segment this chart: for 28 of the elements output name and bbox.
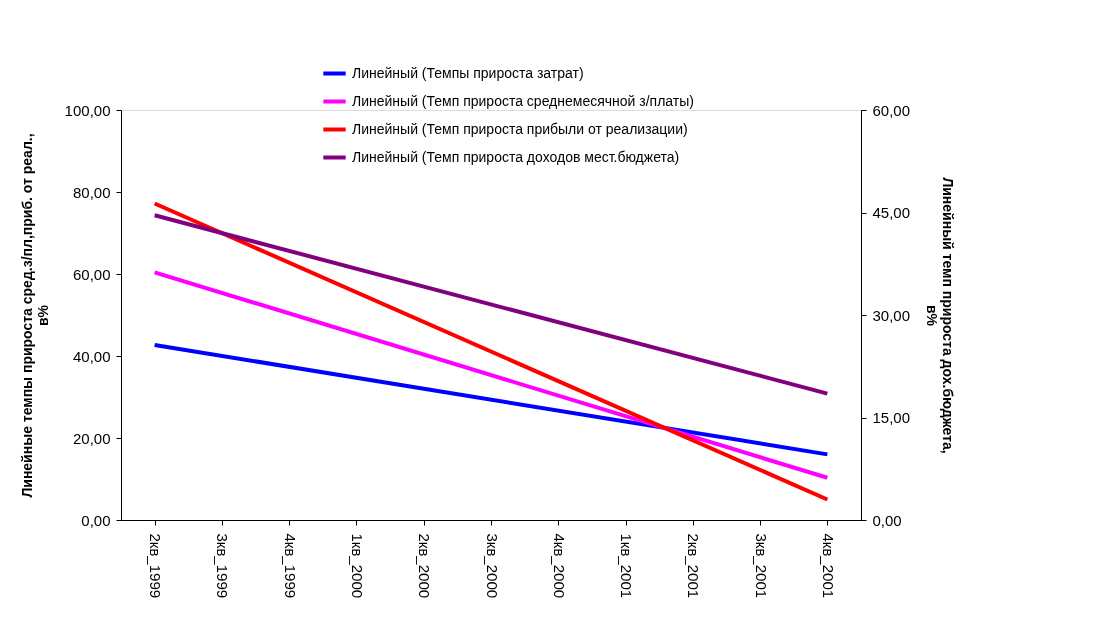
y2-tick-label: 15,00 <box>872 409 911 426</box>
y2-tick-label: 60,00 <box>872 101 911 119</box>
x-tick-label: 1кв_2000 <box>348 533 366 599</box>
y2-tick-label: 0,00 <box>872 511 902 529</box>
x-tick-label: 4кв_1999 <box>281 533 299 599</box>
x-tick-label: 2кв_2001 <box>685 533 703 599</box>
y-tick-label: 20,00 <box>72 429 111 447</box>
y2-tick-label: 30,00 <box>872 306 911 324</box>
y-tick-label: 60,00 <box>72 265 111 283</box>
y2-axis-title: Линейный темп прироста дох.бюджета, в% <box>924 177 957 454</box>
legend-label: Линейный (Темп прироста среднемесячной з/платы) <box>352 92 694 109</box>
x-tick-label: 4кв_2001 <box>819 533 837 599</box>
x-tick-label: 3кв_2001 <box>752 533 770 599</box>
x-tick-label: 1кв_2001 <box>618 533 636 599</box>
y2-tick-label: 45,00 <box>872 204 911 221</box>
x-tick-label: 4кв_2000 <box>550 533 568 599</box>
y-axis-title: Линейные темпы прироста сред.з/пл,приб. от реал., в% <box>18 133 51 498</box>
legend-label: Линейный (Темпы прироста затрат) <box>352 64 584 81</box>
x-tick-label: 2кв_1999 <box>147 533 165 599</box>
x-tick-label: 3кв_1999 <box>214 533 232 599</box>
y-tick-label: 100,00 <box>64 101 111 119</box>
legend-label: Линейный (Темп прироста прибыли от реализации) <box>352 120 688 137</box>
x-tick-label: 3кв_2000 <box>483 533 501 599</box>
y-tick-label: 80,00 <box>72 183 111 201</box>
y-tick-label: 40,00 <box>72 347 111 365</box>
y-tick-label: 0,00 <box>81 511 111 529</box>
x-tick-label: 2кв_2000 <box>416 533 434 599</box>
legend-label: Линейный (Темп прироста доходов мест.бюджета) <box>352 148 680 165</box>
